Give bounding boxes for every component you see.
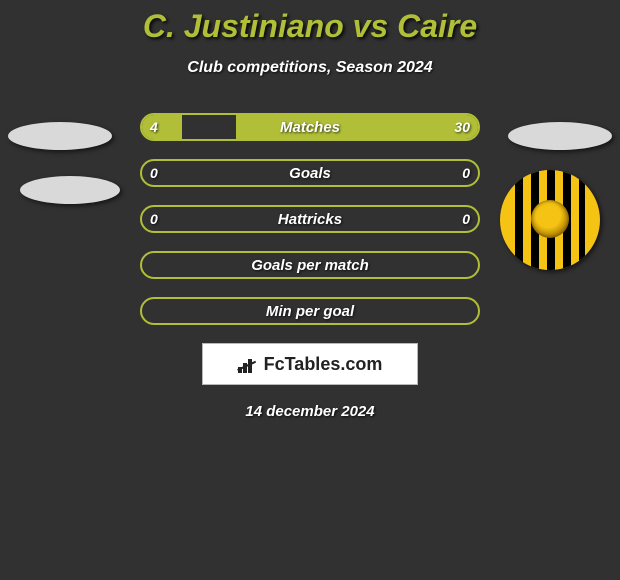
- stat-row: Goals0 0: [140, 159, 480, 187]
- page-title: C. Justiniano vs Caire: [0, 0, 620, 45]
- team-badge: THE STRONGEST: [500, 170, 600, 270]
- stat-value-left: 0: [150, 205, 158, 233]
- tiger-icon: [531, 200, 569, 238]
- subtitle: Club competitions, Season 2024: [0, 59, 620, 77]
- logo: FcTables.com: [238, 354, 383, 375]
- stat-row: Hattricks0 0: [140, 205, 480, 233]
- stat-row: Matches4 30: [140, 113, 480, 141]
- player-placeholder: [20, 176, 120, 204]
- logo-text: FcTables.com: [264, 354, 383, 375]
- date-line: 14 december 2024: [0, 403, 620, 420]
- stat-value-left: 0: [150, 159, 158, 187]
- stat-label: Hattricks: [140, 205, 480, 233]
- stat-value-left: 4: [150, 113, 158, 141]
- player-placeholder: [8, 122, 112, 150]
- logo-box: FcTables.com: [202, 343, 418, 385]
- stat-row: Goals per match: [140, 251, 480, 279]
- stat-label: Goals per match: [140, 251, 480, 279]
- stat-label: Goals: [140, 159, 480, 187]
- stat-value-right: 0: [462, 205, 470, 233]
- stat-row: Min per goal: [140, 297, 480, 325]
- bar-chart-icon: [238, 355, 260, 373]
- stat-label: Min per goal: [140, 297, 480, 325]
- stat-value-right: 0: [462, 159, 470, 187]
- stat-value-right: 30: [454, 113, 470, 141]
- player-placeholder: [508, 122, 612, 150]
- stat-label: Matches: [140, 113, 480, 141]
